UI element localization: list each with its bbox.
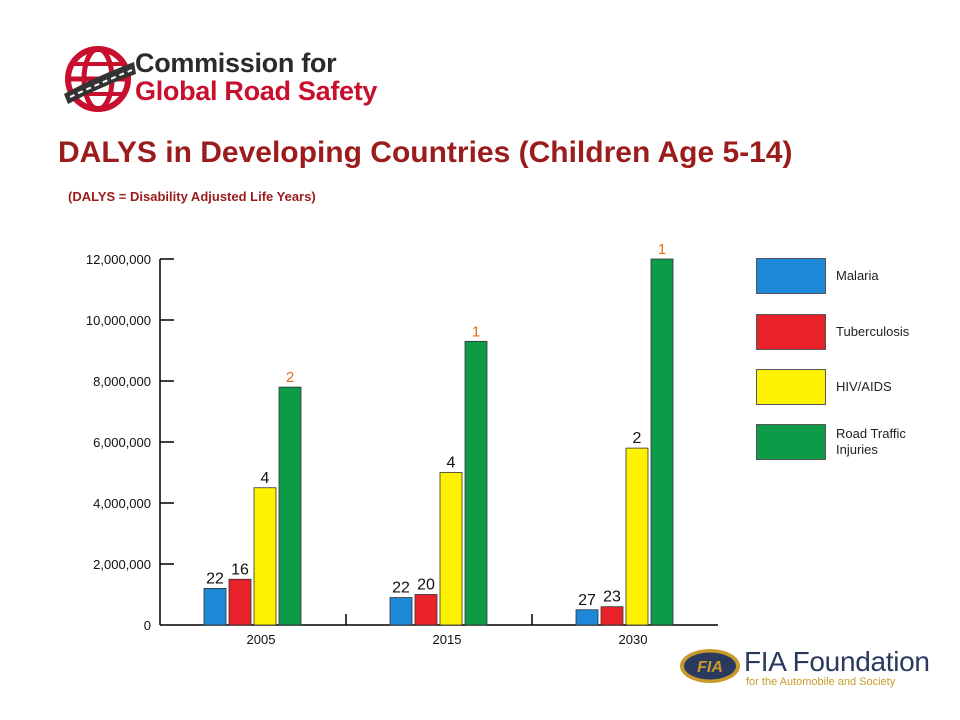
legend-label-road-traffic: Road Traffic Injuries xyxy=(836,426,906,457)
legend-item-tuberculosis: Tuberculosis xyxy=(756,314,946,352)
y-tick-label: 6,000,000 xyxy=(93,435,151,450)
legend-label-hiv-aids: HIV/AIDS xyxy=(836,379,892,394)
brand-name-line2: Global Road Safety xyxy=(135,76,378,106)
legend-swatch-hiv-aids xyxy=(756,369,826,405)
y-tick-label: 8,000,000 xyxy=(93,374,151,389)
commission-globe-logo xyxy=(64,46,136,112)
legend-label-malaria: Malaria xyxy=(836,268,879,283)
bar-malaria xyxy=(575,609,599,626)
y-tick-label: 2,000,000 xyxy=(93,557,151,572)
bar-hiv-aids xyxy=(625,447,649,626)
y-tick-label: 4,000,000 xyxy=(93,496,151,511)
rank-label: 23 xyxy=(603,589,621,606)
x-tick-label: 2030 xyxy=(619,632,648,647)
rank-label: 20 xyxy=(417,577,435,594)
fia-foundation-tagline: for the Automobile and Society xyxy=(746,676,896,688)
legend-label-tuberculosis: Tuberculosis xyxy=(836,324,910,339)
legend-swatch-tuberculosis xyxy=(756,314,826,350)
rank-label: 22 xyxy=(206,570,224,587)
page-title: DALYS in Developing Countries (Children … xyxy=(58,136,793,169)
bar-road-traffic-injuries xyxy=(464,340,488,626)
rank-label: 4 xyxy=(447,455,456,472)
bar-tuberculosis xyxy=(228,578,252,626)
rank-label: 22 xyxy=(392,580,410,597)
rank-label: 27 xyxy=(578,592,596,609)
rank-label: 2 xyxy=(286,369,294,386)
legend-swatch-road-traffic xyxy=(756,424,826,460)
bar-malaria xyxy=(389,597,413,626)
legend-item-hiv-aids: HIV/AIDS xyxy=(756,369,946,407)
legend-item-road-traffic: Road Traffic Injuries xyxy=(756,424,946,462)
rank-label: 1 xyxy=(658,241,666,258)
rank-label: 4 xyxy=(261,470,270,487)
fia-mark-text: FIA xyxy=(697,659,723,676)
bar-malaria xyxy=(203,588,227,626)
rank-label: 16 xyxy=(231,561,249,578)
page-subtitle: (DALYS = Disability Adjusted Life Years) xyxy=(68,189,316,204)
bar-tuberculosis xyxy=(600,606,624,626)
rank-label: 1 xyxy=(472,323,480,340)
y-tick-label: 10,000,000 xyxy=(86,313,151,328)
y-tick-label: 12,000,000 xyxy=(86,252,151,267)
bar-road-traffic-injuries xyxy=(650,258,674,626)
y-tick-label: 0 xyxy=(144,618,151,633)
bar-hiv-aids xyxy=(439,472,463,626)
bar-hiv-aids xyxy=(253,487,277,626)
x-tick-label: 2005 xyxy=(247,632,276,647)
rank-label: 2 xyxy=(633,430,642,447)
legend-item-malaria: Malaria xyxy=(756,258,946,296)
fia-foundation-name: FIA Foundation xyxy=(744,646,930,677)
brand-name-line1: Commission for xyxy=(135,48,337,78)
legend-swatch-malaria xyxy=(756,258,826,294)
fia-foundation-logo: FIA xyxy=(680,649,740,683)
bar-tuberculosis xyxy=(414,594,438,626)
x-tick-label: 2015 xyxy=(433,632,462,647)
bar-road-traffic-injuries xyxy=(278,386,302,626)
